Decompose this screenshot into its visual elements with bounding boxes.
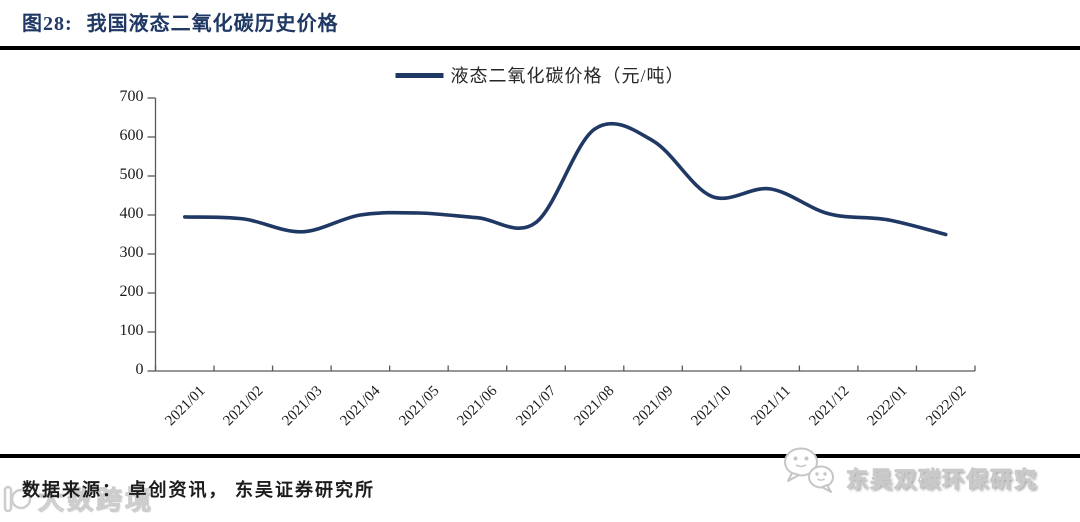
watermark-text: 大数跨境: [37, 486, 155, 516]
price-series-line: [183, 121, 948, 237]
watermark: 大数跨境: [2, 480, 154, 517]
top-divider: [0, 46, 1080, 50]
data-source: 数据来源： 卓创资讯， 东吴证券研究所: [22, 480, 375, 500]
figure-title-text: 我国液态二氧化碳历史价格: [86, 13, 339, 35]
figure-number: 图28:: [22, 13, 73, 35]
legend-line-swatch: [395, 72, 444, 78]
figure-title: 图28: 我国液态二氧化碳历史价格: [22, 7, 339, 36]
y-tick-label: 100: [119, 322, 144, 339]
y-tick-label: 400: [119, 205, 144, 222]
y-tick-label: 300: [119, 244, 144, 261]
y-tick-label: 0: [135, 361, 144, 378]
wechat-bubbles-icon: [784, 447, 834, 493]
legend-label: 液态二氧化碳价格（元/吨）: [450, 66, 685, 86]
line-chart: [147, 97, 976, 372]
watermark-logo-icon: [3, 485, 32, 512]
chart-legend: 液态二氧化碳价格（元/吨）: [395, 62, 685, 88]
y-tick-label: 600: [119, 127, 144, 144]
y-tick-label: 500: [119, 166, 144, 183]
y-tick-label: 200: [119, 283, 144, 300]
brand-name: 东吴双碳环保研究: [846, 467, 1039, 493]
bottom-divider: [0, 454, 1080, 458]
brand-block: 东吴双碳环保研究: [780, 444, 1038, 494]
y-tick-label: 700: [119, 88, 144, 105]
